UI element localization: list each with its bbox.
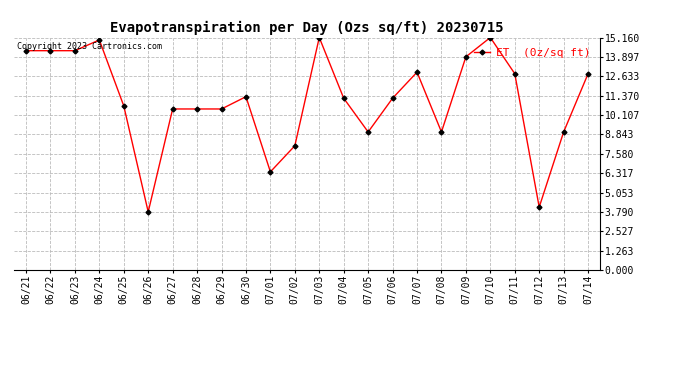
ET  (0z/sq ft): [535, 205, 543, 209]
Title: Evapotranspiration per Day (Ozs sq/ft) 20230715: Evapotranspiration per Day (Ozs sq/ft) 2…: [110, 21, 504, 35]
ET  (0z/sq ft): [168, 107, 177, 111]
ET  (0z/sq ft): [584, 72, 592, 76]
ET  (0z/sq ft): [511, 72, 519, 76]
ET  (0z/sq ft): [413, 70, 421, 74]
ET  (0z/sq ft): [388, 96, 397, 100]
ET  (0z/sq ft): [560, 130, 568, 134]
Legend: ET  (0z/sq ft): ET (0z/sq ft): [469, 43, 595, 62]
ET  (0z/sq ft): [437, 130, 446, 134]
ET  (0z/sq ft): [486, 35, 495, 40]
ET  (0z/sq ft): [339, 96, 348, 100]
ET  (0z/sq ft): [290, 144, 299, 148]
Line: ET  (0z/sq ft): ET (0z/sq ft): [24, 36, 590, 214]
Text: Copyright 2023 Cartronics.com: Copyright 2023 Cartronics.com: [17, 42, 161, 51]
ET  (0z/sq ft): [364, 130, 373, 134]
ET  (0z/sq ft): [462, 55, 470, 59]
ET  (0z/sq ft): [193, 107, 201, 111]
ET  (0z/sq ft): [144, 210, 152, 214]
ET  (0z/sq ft): [241, 94, 250, 99]
ET  (0z/sq ft): [71, 48, 79, 53]
ET  (0z/sq ft): [46, 48, 55, 53]
ET  (0z/sq ft): [315, 35, 324, 40]
ET  (0z/sq ft): [95, 38, 104, 42]
ET  (0z/sq ft): [217, 107, 226, 111]
ET  (0z/sq ft): [22, 48, 30, 53]
ET  (0z/sq ft): [119, 104, 128, 108]
ET  (0z/sq ft): [266, 170, 275, 174]
